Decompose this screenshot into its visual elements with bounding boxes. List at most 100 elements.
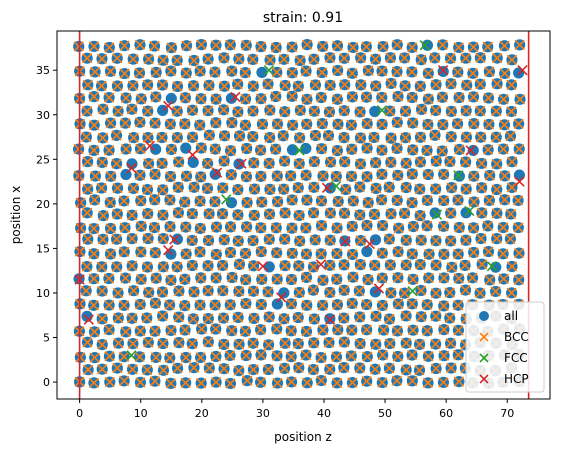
bcc-marker: [348, 195, 359, 207]
bcc-marker: [332, 299, 343, 310]
bcc-marker: [188, 182, 200, 193]
bcc-marker: [248, 313, 260, 324]
bcc-marker: [301, 272, 312, 283]
bcc-marker: [407, 325, 419, 336]
bcc-marker: [151, 273, 162, 284]
bcc-marker: [127, 338, 139, 349]
bcc-marker: [204, 129, 215, 141]
fcc-marker: [407, 286, 418, 297]
bcc-marker: [482, 144, 494, 155]
x-tick-label: 10: [134, 407, 148, 420]
hcp-marker: [276, 292, 287, 303]
hcp-marker: [144, 140, 156, 152]
bcc-marker: [157, 209, 169, 221]
bcc-marker: [194, 195, 206, 207]
hcp-marker: [373, 283, 385, 294]
bcc-marker: [90, 170, 101, 182]
bcc-marker: [217, 260, 228, 271]
bcc-marker: [119, 222, 131, 233]
bcc-marker: [347, 298, 358, 309]
bcc-marker: [82, 183, 93, 195]
bcc-marker: [444, 156, 456, 167]
bcc-marker: [497, 248, 509, 260]
bcc-marker: [407, 274, 419, 285]
bcc-marker: [506, 54, 518, 65]
bcc-marker: [361, 143, 373, 154]
bcc-marker: [467, 68, 479, 79]
bcc-marker: [416, 235, 427, 246]
bcc-marker: [196, 377, 207, 389]
bcc-marker: [429, 52, 440, 64]
bcc-marker: [355, 158, 366, 170]
bcc-marker: [354, 209, 365, 221]
bcc-marker: [339, 208, 350, 219]
bcc-marker: [310, 234, 321, 246]
bcc-marker: [255, 171, 267, 182]
bcc-marker: [446, 106, 457, 117]
bcc-marker: [376, 92, 387, 103]
bcc-marker: [180, 248, 192, 260]
bcc-marker: [354, 181, 366, 193]
bcc-marker: [399, 52, 410, 64]
fcc-marker: [431, 209, 443, 220]
bcc-marker: [392, 351, 403, 362]
y-axis-label: position x: [9, 186, 23, 244]
bcc-marker: [325, 235, 336, 246]
bcc-marker: [316, 375, 327, 386]
bcc-marker: [142, 208, 153, 219]
bcc-marker: [468, 118, 480, 129]
bcc-marker: [120, 117, 131, 129]
bcc-marker: [407, 248, 418, 260]
bcc-marker: [324, 287, 336, 298]
bcc-marker: [134, 117, 146, 128]
bcc-marker: [187, 235, 198, 246]
bcc-marker: [157, 338, 169, 349]
bcc-marker: [225, 247, 236, 258]
bcc-marker: [203, 208, 215, 219]
bcc-marker: [241, 171, 252, 182]
hcp-marker: [321, 182, 333, 193]
bcc-marker: [362, 351, 373, 362]
bcc-marker: [272, 274, 283, 285]
bcc-marker: [286, 274, 297, 285]
plot-marks: [73, 39, 528, 390]
bcc-marker: [483, 92, 494, 104]
bcc-marker: [384, 313, 395, 325]
bcc-marker: [346, 324, 357, 336]
bcc-marker: [234, 130, 245, 142]
bcc-marker: [194, 299, 206, 311]
bcc-marker: [118, 300, 130, 311]
bcc-marker: [279, 234, 290, 245]
bcc-marker: [126, 210, 138, 221]
bcc-marker: [149, 40, 160, 52]
all-atom-point: [165, 248, 177, 260]
bcc-marker: [112, 182, 123, 194]
bcc-marker: [196, 39, 207, 50]
bcc-marker: [219, 130, 230, 141]
bcc-marker: [423, 169, 434, 180]
bcc-marker: [233, 235, 244, 247]
bcc-marker: [323, 337, 335, 348]
bcc-marker: [293, 210, 305, 221]
bcc-marker: [233, 339, 245, 350]
bcc-marker: [270, 144, 281, 155]
bcc-marker: [401, 158, 412, 169]
bcc-marker: [150, 247, 161, 258]
bcc-marker: [385, 132, 397, 144]
bcc-marker: [454, 144, 465, 155]
bcc-marker: [430, 105, 441, 116]
bcc-marker: [171, 261, 183, 273]
bcc-marker: [302, 377, 313, 388]
bcc-marker: [96, 261, 107, 272]
bcc-marker: [377, 300, 388, 311]
bcc-marker: [158, 233, 169, 244]
bcc-marker: [210, 93, 222, 105]
bcc-marker: [476, 207, 488, 219]
bcc-marker: [173, 337, 185, 348]
bcc-marker: [370, 339, 381, 350]
bcc-marker: [438, 221, 449, 232]
bcc-marker: [454, 222, 465, 233]
bcc-marker: [187, 105, 198, 116]
all-atom-point: [271, 298, 283, 310]
bcc-marker: [164, 221, 176, 232]
